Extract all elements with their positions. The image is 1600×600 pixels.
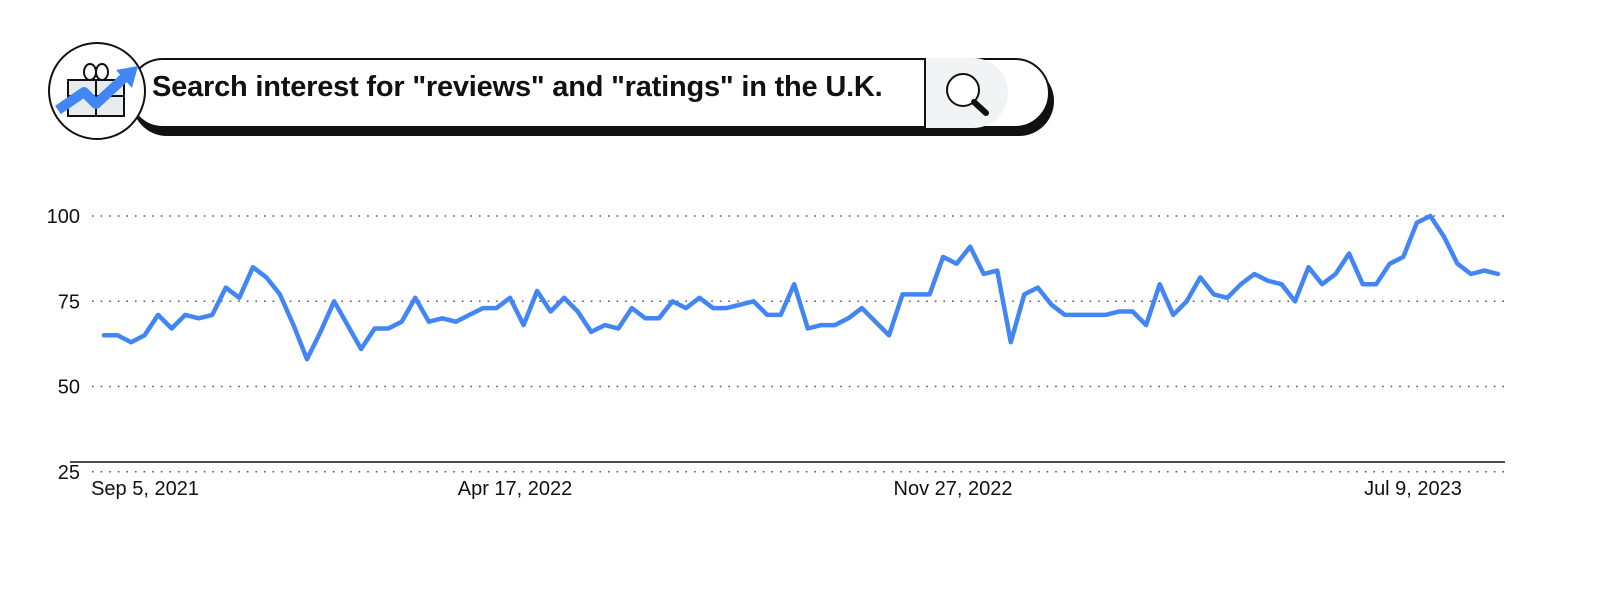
x-tick-label: Sep 5, 2021 [91,478,199,500]
search-icon [946,73,989,116]
x-tick-label: Jul 9, 2023 [1364,478,1462,500]
y-tick-label-25: 25 [58,462,80,484]
y-axis-ticks: 25 50 75 100 [47,206,80,484]
x-tick-label: Apr 17, 2022 [458,478,573,500]
y-tick-label-50: 50 [58,377,80,399]
search-bar-body [128,58,1050,128]
line-chart: 25 50 75 100 Sep 5, 2021 Apr 17, 2022 Nov 27,… [47,206,1505,500]
y-tick-label-75: 75 [58,291,80,313]
logo-badge [48,42,146,140]
gridlines [92,215,1505,473]
x-axis-ticks: Sep 5, 2021 Apr 17, 2022 Nov 27, 2022 Jul 9… [91,478,1462,500]
series-line [101,213,1501,362]
search-bar: Search interest for "reviews" and "ratin… [48,42,1054,142]
search-button[interactable] [924,58,1008,128]
y-tick-label-100: 100 [47,206,80,228]
gift-trend-icon [55,63,138,117]
x-tick-label: Nov 27, 2022 [894,478,1013,500]
chart-title: Search interest for "reviews" and "ratin… [152,71,883,103]
series-layer [101,213,1501,362]
